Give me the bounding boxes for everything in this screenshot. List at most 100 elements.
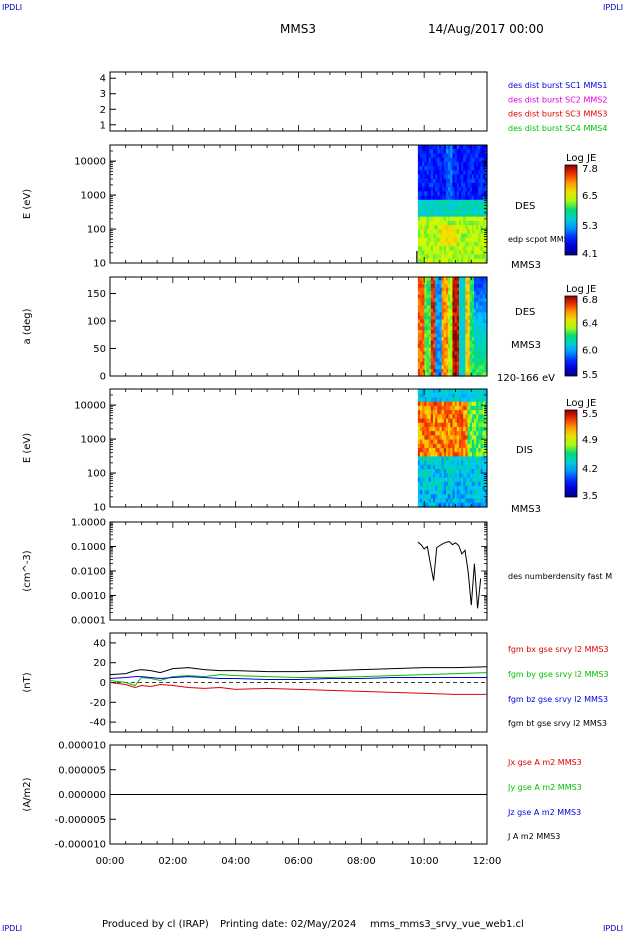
des-pitch-cell bbox=[465, 298, 469, 303]
dis-energy-cell bbox=[441, 414, 445, 420]
des-energy-cell bbox=[420, 178, 423, 184]
dis-energy-cell bbox=[433, 502, 436, 508]
dis-energy-cell bbox=[461, 481, 464, 487]
des-pitch-cell bbox=[474, 298, 477, 303]
dis-energy-cell bbox=[484, 448, 488, 453]
dis-energy-cell bbox=[420, 490, 423, 495]
dis-energy-cell bbox=[428, 464, 432, 470]
des-energy-cell bbox=[474, 170, 477, 176]
des-pitch-cell bbox=[463, 351, 467, 356]
des-energy-cell bbox=[456, 241, 460, 247]
des-energy-cell bbox=[448, 145, 451, 150]
dis-energy-cell bbox=[445, 414, 449, 420]
des-pitch-cell bbox=[433, 298, 436, 303]
des-pitch-cell bbox=[476, 305, 479, 310]
dis-energy-cell bbox=[430, 422, 434, 428]
des-pitch-cell bbox=[482, 347, 486, 352]
des-pitch-cell bbox=[454, 354, 458, 359]
des-energy-cell bbox=[454, 208, 458, 214]
dis-energy-cell bbox=[433, 431, 436, 436]
des-energy-cell bbox=[437, 191, 441, 197]
des-pitch-cell bbox=[439, 351, 443, 356]
des-energy-cell bbox=[422, 161, 425, 167]
dis-energy-cell bbox=[474, 498, 477, 504]
dis-energy-cell bbox=[467, 389, 471, 394]
dis-energy-cell bbox=[469, 481, 473, 487]
des-pitch-cell bbox=[437, 319, 441, 324]
des-energy-cell bbox=[424, 216, 428, 222]
dis-energy-cell bbox=[452, 448, 456, 453]
dis-energy-cell bbox=[478, 401, 482, 407]
des-pitch-cell bbox=[452, 298, 456, 303]
dis-energy-cell bbox=[424, 410, 428, 415]
des-energy-cell bbox=[476, 174, 479, 180]
des-pitch-cell bbox=[420, 361, 423, 366]
des-pitch-cell bbox=[476, 312, 479, 317]
des-pitch-cell bbox=[469, 322, 473, 328]
dis-energy-cell bbox=[428, 393, 432, 399]
des-pitch-cell bbox=[469, 326, 473, 331]
dis-energy-cell bbox=[482, 477, 486, 483]
des-energy-cell bbox=[435, 250, 438, 256]
dis-energy-cell bbox=[482, 443, 486, 449]
des-energy-cell bbox=[484, 187, 488, 192]
dis-energy-cell bbox=[443, 418, 447, 424]
des-energy-cell bbox=[435, 208, 438, 214]
des-energy-cell bbox=[439, 149, 443, 155]
des-energy-cell bbox=[417, 182, 421, 188]
dis-energy-cell bbox=[422, 448, 425, 453]
des-energy-cell bbox=[417, 250, 421, 256]
des-pitch-cell bbox=[474, 347, 477, 352]
current-legend-4: J A m2 MMS3 bbox=[507, 832, 560, 841]
dis-energy-cell bbox=[450, 464, 454, 470]
des-pitch-cell bbox=[441, 347, 445, 352]
des-pitch-cell bbox=[424, 315, 428, 321]
dis-energy-cell bbox=[452, 477, 456, 483]
dis-energy-cell bbox=[441, 456, 445, 462]
des-energy-cell bbox=[426, 250, 430, 256]
des-energy-cell bbox=[430, 254, 434, 260]
dis-energy-cell bbox=[458, 401, 462, 407]
des-energy-cell bbox=[452, 229, 456, 235]
dis-energy-cell bbox=[424, 460, 428, 466]
des-pitch-cell bbox=[435, 326, 438, 331]
dis-energy-cell bbox=[484, 498, 488, 504]
dis-energy-cell bbox=[461, 473, 464, 479]
des-pitch-cell bbox=[422, 354, 425, 359]
des-energy-cell bbox=[465, 191, 469, 197]
dis-energy-cell bbox=[463, 435, 467, 441]
des-energy-cell bbox=[450, 153, 454, 159]
des-pitch-cell bbox=[461, 361, 464, 366]
des-pitch-cell bbox=[474, 326, 477, 331]
des-energy-cell bbox=[452, 220, 456, 226]
des-energy-cell bbox=[441, 174, 445, 180]
des-energy-cell bbox=[428, 220, 432, 226]
dis-energy-cell bbox=[461, 439, 464, 445]
des-pitch-cell bbox=[437, 326, 441, 331]
dis-energy-cell bbox=[484, 397, 488, 403]
dis-energy-cell bbox=[465, 448, 469, 453]
des-pitch-cell bbox=[439, 277, 443, 282]
des-pitch-cell bbox=[435, 368, 438, 374]
des-pitch-cell bbox=[437, 340, 441, 345]
des-energy-cell bbox=[452, 195, 456, 201]
des-energy-cell bbox=[441, 220, 445, 226]
des-pitch-cell bbox=[426, 305, 430, 310]
des-pitch-cell bbox=[439, 287, 443, 292]
des-energy-cell bbox=[476, 233, 479, 239]
des-energy-cell bbox=[445, 208, 449, 214]
des-pitch-cell bbox=[443, 312, 447, 317]
dis-energy-cell bbox=[454, 498, 458, 504]
des-pitch-cell bbox=[480, 294, 484, 299]
des-pitch-cell bbox=[467, 365, 471, 370]
des-energy-cell bbox=[417, 216, 421, 222]
des-energy-cell bbox=[452, 199, 456, 205]
des-pitch-cell bbox=[480, 301, 484, 306]
des-energy-cell bbox=[443, 166, 447, 171]
des-energy-cell bbox=[420, 199, 423, 205]
dis-energy-cell bbox=[420, 460, 423, 466]
dis-energy-cell bbox=[430, 401, 434, 407]
des-energy-cell bbox=[458, 178, 462, 184]
dis-energy-cell bbox=[452, 401, 456, 407]
des-pitch-cell bbox=[450, 322, 454, 328]
